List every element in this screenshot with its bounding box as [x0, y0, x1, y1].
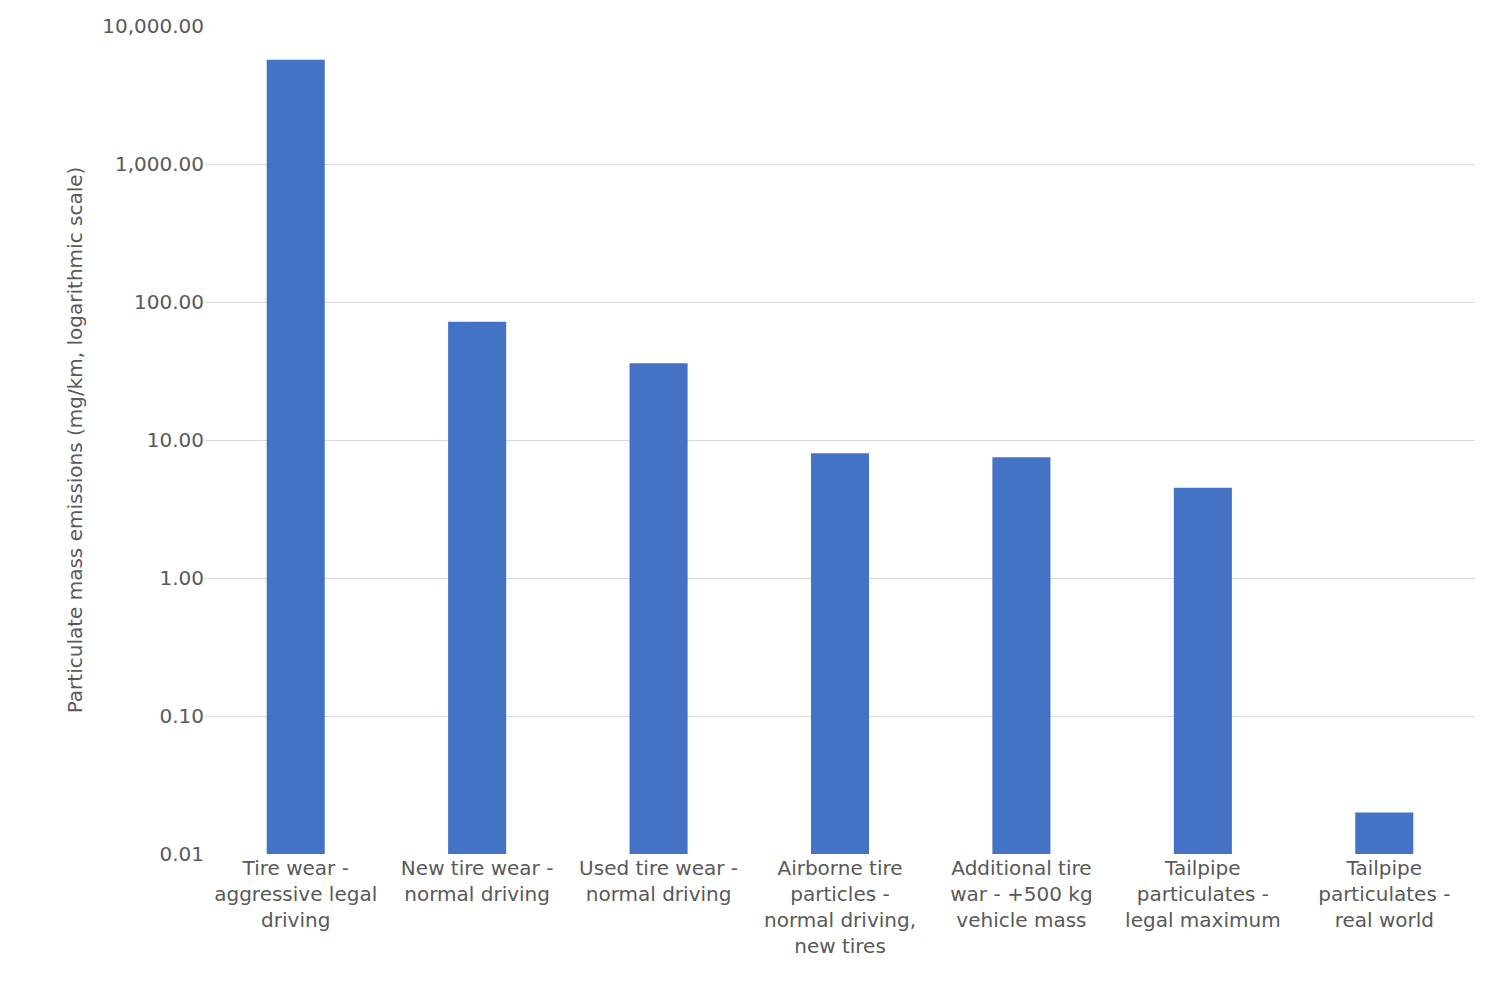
svg-text:Particulate mass emissions (mg: Particulate mass emissions (mg/km, logar…: [63, 167, 87, 714]
svg-text:0.10: 0.10: [159, 704, 204, 728]
svg-text:Airborne tireparticles -normal: Airborne tireparticles -normal driving,n…: [764, 856, 916, 958]
svg-text:Tire wear -aggressive legaldri: Tire wear -aggressive legaldriving: [214, 856, 377, 932]
svg-text:100.00: 100.00: [134, 290, 204, 314]
svg-text:1,000.00: 1,000.00: [115, 152, 204, 176]
svg-text:Tailpipeparticulates -legal ma: Tailpipeparticulates -legal maximum: [1125, 856, 1281, 932]
svg-text:1.00: 1.00: [159, 566, 204, 590]
svg-text:0.01: 0.01: [159, 842, 204, 866]
svg-text:10,000.00: 10,000.00: [102, 14, 204, 38]
svg-text:Tailpipeparticulates -real wor: Tailpipeparticulates -real world: [1318, 856, 1450, 932]
svg-text:Used tire wear -normal driving: Used tire wear -normal driving: [579, 856, 738, 906]
svg-text:New tire wear -normal driving: New tire wear -normal driving: [401, 856, 554, 906]
svg-text:Additional tirewar - +500 kgve: Additional tirewar - +500 kgvehicle mass: [950, 856, 1092, 932]
svg-text:10.00: 10.00: [147, 428, 204, 452]
